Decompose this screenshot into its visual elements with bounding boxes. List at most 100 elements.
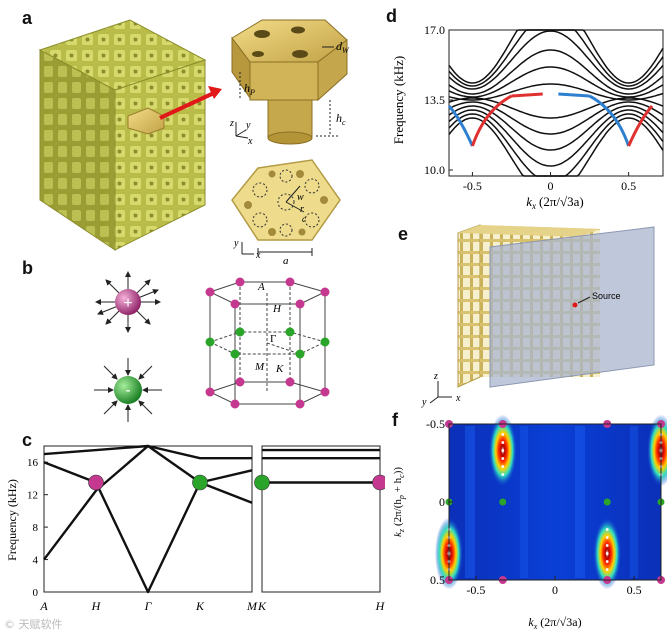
e-axis-y: y	[421, 397, 427, 408]
axis-z: z	[229, 118, 234, 129]
d-bulk-band	[448, 30, 664, 90]
axis2d-x: x	[255, 250, 261, 261]
f-hotspot-dot	[501, 465, 505, 468]
d-xtick-label: -0.5	[463, 179, 482, 193]
c-band-line	[43, 461, 253, 594]
label-hp: hP	[244, 81, 255, 97]
c-xtick-label: M	[246, 599, 258, 613]
f-weyl-point-green	[603, 498, 611, 506]
source-plane	[489, 226, 655, 388]
d-xlabel: kx (2π/√3a)	[526, 194, 584, 211]
d-surface-state-red	[511, 92, 543, 98]
bz-label-K: K	[275, 363, 284, 375]
f-weyl-point-green	[499, 498, 507, 506]
f-hotspot-dot	[605, 560, 609, 563]
unit-cell-top-view	[231, 159, 341, 256]
label-w: w	[297, 192, 304, 203]
source-label: Source	[592, 291, 621, 301]
d-surface-state-red	[471, 94, 513, 147]
bz-green-points	[205, 327, 330, 359]
panel-letter-c: c	[22, 430, 33, 450]
e-axis-x: x	[455, 393, 461, 404]
d-surface-state-blue	[558, 92, 590, 98]
watermark: © 天赋软件	[4, 618, 63, 631]
d-bulk-band	[448, 29, 664, 87]
c-degeneracy-point	[372, 474, 385, 491]
panel-letter-f: f	[392, 410, 398, 430]
bz-label-Gamma: Γ	[270, 333, 276, 345]
label-dw: dW	[336, 39, 350, 55]
bz-pink-points	[205, 277, 330, 409]
d-ytick-label: 13.5	[424, 93, 445, 107]
d-bulk-band	[448, 97, 664, 119]
f-hotspot	[647, 414, 667, 487]
unit-cell-3d	[231, 19, 348, 145]
c-xtick-label: K	[195, 599, 205, 613]
c-ytick-label: 12	[27, 490, 38, 502]
c-xtick-label: H	[375, 599, 385, 613]
c-ytick-label: 0	[33, 587, 39, 599]
d-ytick-label: 10.0	[424, 163, 445, 177]
bz-label-M: M	[254, 361, 265, 373]
axis-x: x	[247, 136, 253, 147]
d-bulk-band	[448, 66, 664, 98]
panel-letter-e: e	[398, 224, 409, 244]
c-degeneracy-point	[192, 474, 208, 491]
f-hotspot-dot	[501, 441, 505, 444]
panel-d-chart: Frequency (kHz) 10.0 13.5 17.0 -0.5 0 0.5 kx(…	[391, 23, 664, 211]
d-bulk-band	[448, 105, 664, 151]
label-a: a	[283, 255, 289, 265]
f-ytick-label: 0	[439, 495, 445, 509]
panel-a-figure: hP hc dW z y x w r c a y x	[38, 19, 350, 265]
f-ytick-label: -0.5	[426, 417, 445, 431]
label-hc: hc	[336, 111, 346, 127]
c-ytick-label: 16	[27, 457, 39, 469]
f-xtick-label: -0.5	[466, 583, 485, 597]
f-hotspot-dot	[501, 473, 505, 476]
c-xtick-label: A	[39, 599, 48, 613]
c-ytick-label: 4	[33, 555, 39, 567]
axis2d-y: y	[233, 238, 239, 249]
c-ylabel: Frequency (kHz)	[5, 479, 19, 561]
axes-3d-cell	[235, 122, 249, 139]
brillouin-zone	[208, 281, 327, 405]
d-bulk-band	[448, 113, 664, 177]
f-hotspot-dot	[501, 449, 505, 452]
phononic-crystal-block	[38, 19, 207, 251]
d-xtick-label: 0	[548, 179, 554, 193]
c-ytick-label: 8	[33, 522, 39, 534]
zoom-arrow	[159, 86, 222, 120]
f-hotspot-dot	[605, 568, 609, 571]
axes-3d-e	[429, 381, 452, 404]
c-degeneracy-point	[88, 474, 104, 491]
f-ylabel: kz(2π/(hp + hc))	[392, 467, 406, 537]
monopole-negative: -	[94, 358, 162, 422]
c-xtick-label: Γ	[144, 599, 153, 613]
plus-sign: +	[123, 295, 132, 312]
source-dot	[572, 302, 578, 308]
f-hotspot-dot	[605, 544, 609, 547]
f-xtick-label: 0	[552, 583, 558, 597]
c-band-line	[43, 444, 252, 460]
e-axis-z: z	[433, 371, 438, 382]
f-hotspot-dot	[501, 457, 505, 460]
f-ytick-label: 0.5	[430, 573, 445, 587]
d-bulk-band	[448, 101, 664, 135]
d-surface-state-blue	[588, 94, 631, 147]
label-r: r	[300, 204, 304, 215]
c-xtick-label: H	[91, 599, 102, 613]
panel-letter-b: b	[22, 258, 33, 278]
c-band-line	[43, 444, 253, 561]
axis-y: y	[245, 120, 251, 131]
f-heatmap-streaks	[465, 426, 638, 578]
bz-label-H: H	[272, 303, 282, 315]
d-ytick-label: 17.0	[424, 23, 445, 37]
f-hotspot-dot	[501, 433, 505, 436]
c-plot-frame-right	[261, 445, 381, 593]
d-bulk-band	[448, 29, 664, 84]
f-hotspot-dot	[605, 528, 609, 531]
f-heatmap-bg	[449, 424, 661, 580]
f-hotspot-dot	[605, 536, 609, 539]
panel-e-figure: Source z y x	[421, 224, 655, 408]
